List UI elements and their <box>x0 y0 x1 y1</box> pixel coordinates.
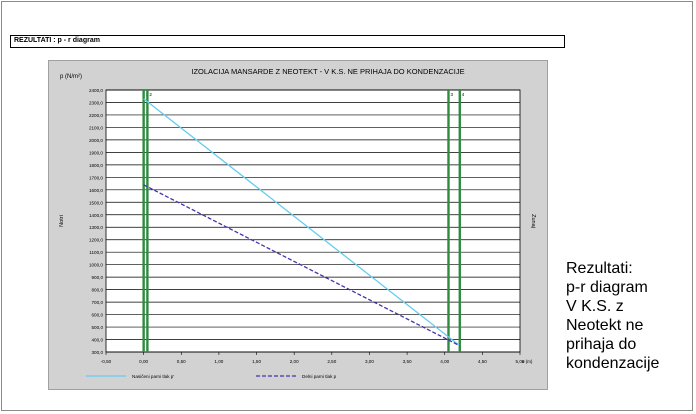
caption-line: Neotekt ne <box>566 317 644 334</box>
y-tick-label: 900,0 <box>92 275 104 280</box>
x-tick-label: 4,50 <box>478 359 487 364</box>
y-tick-label: 1600,0 <box>89 188 103 193</box>
x-tick-label: 4,00 <box>440 359 449 364</box>
y-tick-label: 1800,0 <box>89 163 103 168</box>
y-axis-label: p (N/m²) <box>60 74 82 80</box>
caption-line: p-r diagram <box>566 279 648 296</box>
right-side-label: Zunaj <box>530 214 536 228</box>
y-tick-label: 1200,0 <box>89 238 103 243</box>
caption-line: Rezultati: <box>566 260 633 277</box>
y-tick-label: 400,0 <box>92 338 104 343</box>
y-tick-label: 500,0 <box>92 325 104 330</box>
y-tick-label: 1400,0 <box>89 213 103 218</box>
partial-pressure-line <box>143 184 461 347</box>
x-tick-label: 3,00 <box>365 359 374 364</box>
caption-line: prihaja do <box>566 336 637 353</box>
y-tick-label: 800,0 <box>92 288 104 293</box>
results-header: REZULTATI : p - r diagram <box>10 35 565 48</box>
y-tick-label: 700,0 <box>92 300 104 305</box>
y-tick-label: 2000,0 <box>89 138 103 143</box>
y-tick-label: 1000,0 <box>89 263 103 268</box>
x-tick-label: 1,50 <box>252 359 261 364</box>
caption-line: V K.S. z <box>566 298 624 315</box>
left-side-label: Notri <box>59 215 65 227</box>
p-r-diagram-chart: IZOLACIJA MANSARDE Z NEOTEKT - V K.S. NE… <box>59 67 536 379</box>
x-axis-label: x (m) <box>522 359 533 364</box>
caption-text: Rezultati: p-r diagram V K.S. z Neotekt … <box>566 259 694 373</box>
caption-line: kondenzacije <box>566 355 660 372</box>
y-tick-label: 2200,0 <box>89 113 103 118</box>
x-tick-label: 0,50 <box>177 359 186 364</box>
y-tick-label: 1900,0 <box>89 150 103 155</box>
x-tick-label: 3,50 <box>403 359 412 364</box>
layer-number-label: 3 <box>450 92 453 97</box>
plot-area <box>105 89 521 353</box>
y-tick-label: 1500,0 <box>89 200 103 205</box>
y-tick-label: 2400,0 <box>89 88 103 93</box>
y-tick-label: 1100,0 <box>89 250 103 255</box>
saturated-pressure-line <box>143 98 461 347</box>
layer-number-label: 4 <box>462 92 465 97</box>
x-tick-label: 5,00 <box>516 359 525 364</box>
x-tick-label: -0,50 <box>101 359 112 364</box>
legend-label: Nasičeni parni tlak p' <box>132 374 174 379</box>
y-tick-label: 300,0 <box>92 350 104 355</box>
y-tick-label: 2300,0 <box>89 100 103 105</box>
legend-label: Delni parni tlak p <box>302 374 337 379</box>
layer-number-label: 2 <box>149 92 152 97</box>
y-tick-label: 2100,0 <box>89 125 103 130</box>
x-tick-label: 1,00 <box>214 359 223 364</box>
x-tick-label: 2,00 <box>290 359 299 364</box>
chart-title: IZOLACIJA MANSARDE Z NEOTEKT - V K.S. NE… <box>191 67 464 76</box>
y-tick-label: 600,0 <box>92 313 104 318</box>
x-tick-label: 2,50 <box>327 359 336 364</box>
y-tick-label: 1300,0 <box>89 225 103 230</box>
y-tick-label: 1700,0 <box>89 175 103 180</box>
x-tick-label: 0,00 <box>139 359 148 364</box>
